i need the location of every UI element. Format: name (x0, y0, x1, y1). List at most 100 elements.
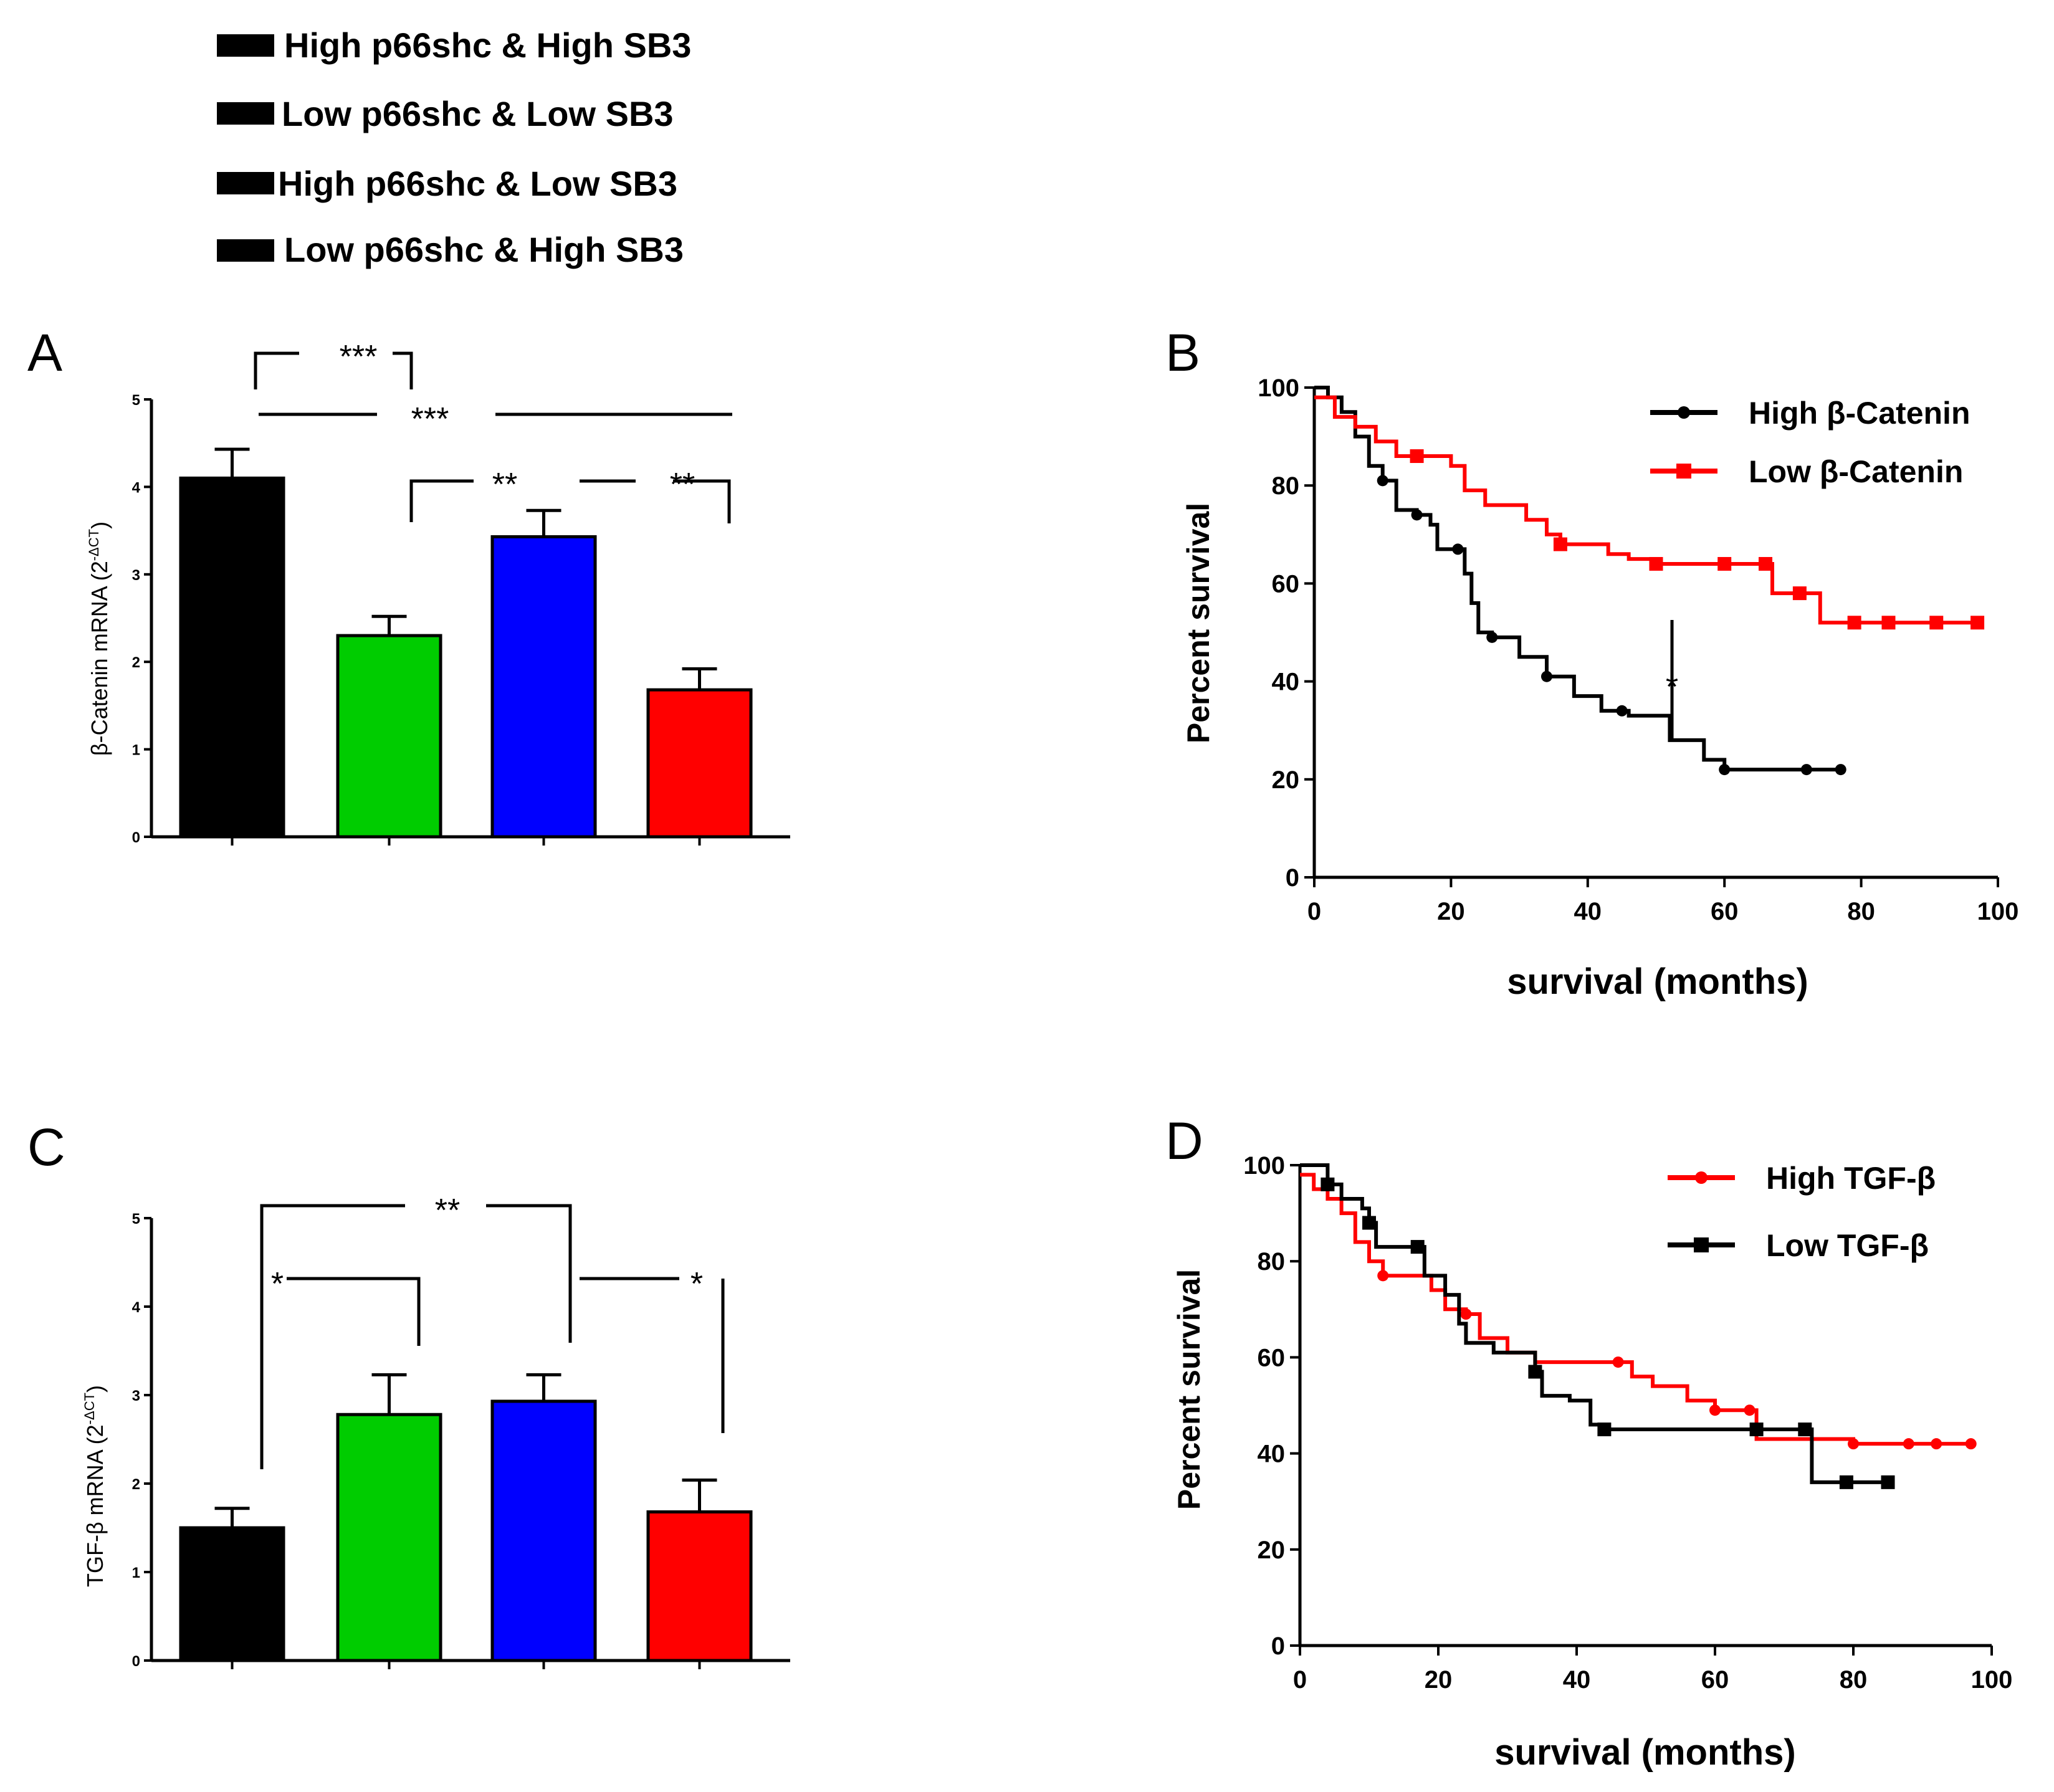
legend-marker (1676, 464, 1691, 479)
panel-letter-d: D (1165, 1112, 1203, 1170)
bar (490, 1399, 597, 1662)
censor-marker (1410, 1240, 1425, 1254)
significance-label: ** (492, 467, 517, 503)
censor-marker (1528, 1365, 1542, 1379)
y-tick-label: 2 (132, 654, 140, 671)
x-tick-label: 100 (1977, 898, 2019, 925)
legend-label-3: Low p66shc & High SB3 (284, 230, 684, 269)
censor-marker (1709, 1404, 1721, 1416)
censor-marker (1903, 1438, 1914, 1450)
y-tick-label: 2 (132, 1476, 140, 1493)
significance-label: ** (670, 467, 695, 503)
y-tick-label: 1 (132, 742, 140, 759)
panel-a-significance (254, 351, 732, 523)
x-tick-label: 0 (1293, 1666, 1307, 1694)
censor-marker (1649, 556, 1663, 571)
legend-swatch-2 (217, 172, 274, 194)
y-tick-label: 5 (132, 392, 140, 409)
significance-label: *** (340, 339, 378, 375)
y-tick-label: 4 (132, 1299, 141, 1316)
y-tick-label: 80 (1272, 472, 1300, 500)
censor-marker (1460, 1308, 1472, 1320)
censor-marker (1717, 556, 1732, 571)
censor-marker (1798, 1423, 1812, 1437)
x-tick-label: 80 (1847, 898, 1875, 925)
y-tick-label: 0 (1271, 1632, 1285, 1660)
panel-letter-a: A (27, 323, 62, 382)
panel-c-ylabel: TGF-β mRNA (2-ΔCT) (82, 1385, 108, 1587)
y-tick-label: 4 (132, 479, 141, 496)
bar (646, 1510, 753, 1662)
censor-marker (1848, 1438, 1859, 1450)
censor-marker (1540, 670, 1552, 682)
panel-a-bar-chart: β-Catenin mRNA (2-ΔCT) *** *** ** ** 0 1 2… (86, 339, 790, 846)
series-line (1314, 395, 1978, 625)
legend-label: High β-Catenin (1749, 396, 1970, 431)
legend-label-0: High p66shc & High SB3 (284, 26, 691, 65)
censor-marker (1410, 449, 1424, 464)
group-legend: High p66shc & High SB3 Low p66shc & Low … (217, 26, 691, 269)
bar (336, 634, 442, 839)
censor-marker (1847, 616, 1861, 630)
censor-marker (1719, 764, 1731, 776)
censor-marker (1411, 509, 1423, 521)
censor-marker (1965, 1438, 1977, 1450)
x-tick-label: 60 (1711, 898, 1739, 925)
y-tick-label: 40 (1272, 669, 1300, 696)
x-tick-label: 80 (1840, 1666, 1868, 1694)
censor-marker (1929, 616, 1944, 630)
y-tick-label: 0 (132, 829, 140, 846)
censor-marker (1612, 1356, 1624, 1368)
significance-label: * (690, 1266, 703, 1302)
x-tick-label: 100 (1971, 1666, 2013, 1694)
censor-marker (1362, 1216, 1376, 1230)
y-tick-label: 40 (1258, 1441, 1286, 1468)
series-line (1300, 1173, 1971, 1446)
y-tick-label: 20 (1258, 1537, 1286, 1564)
legend-label-1: Low p66shc & Low SB3 (282, 94, 674, 133)
panel-b-xlabel: survival (months) (1507, 961, 1808, 1002)
legend-marker (1694, 1237, 1709, 1252)
panel-d-survival-chart: survival (months) Percent survival 0 20 40… (1172, 1152, 2012, 1773)
y-tick-label: 0 (1286, 864, 1299, 892)
panel-d-ylabel: Percent survival (1172, 1269, 1206, 1510)
x-tick-label: 20 (1437, 898, 1465, 925)
legend-swatch-1 (217, 102, 274, 125)
legend-swatch-3 (217, 239, 274, 262)
legend-marker (1695, 1171, 1708, 1184)
x-tick-label: 0 (1307, 898, 1321, 925)
panel-c-significance (260, 1204, 725, 1469)
legend-label-2: High p66shc & Low SB3 (278, 164, 677, 203)
y-tick-label: 60 (1272, 570, 1300, 598)
censor-marker (1377, 1270, 1389, 1282)
series-line (1314, 386, 1841, 772)
censor-marker (1377, 475, 1388, 487)
significance-label: * (1666, 669, 1678, 705)
censor-marker (1486, 631, 1498, 643)
y-tick-label: 80 (1258, 1248, 1286, 1275)
x-tick-label: 20 (1425, 1666, 1453, 1694)
panel-letter-b: B (1165, 323, 1200, 382)
censor-marker (1749, 1423, 1764, 1437)
y-tick-label: 5 (132, 1211, 140, 1227)
legend-label: Low TGF-β (1766, 1228, 1929, 1263)
bar (179, 1526, 285, 1662)
censor-marker (1931, 1438, 1942, 1450)
legend-swatch-0 (217, 34, 274, 57)
censor-marker (1759, 556, 1773, 571)
y-tick-label: 60 (1258, 1344, 1286, 1371)
censor-marker (1881, 616, 1896, 630)
panel-c-bar-chart: TGF-β mRNA (2-ΔCT) ** * * 0 1 2 3 4 5 (82, 1193, 790, 1670)
x-tick-label: 40 (1563, 1666, 1591, 1694)
series-line (1300, 1163, 1888, 1484)
y-tick-label: 3 (132, 567, 140, 584)
legend-marker (1678, 406, 1690, 419)
panel-d-xlabel: survival (months) (1494, 1732, 1795, 1773)
censor-marker (1553, 537, 1567, 551)
significance-label: ** (435, 1193, 460, 1229)
y-tick-label: 0 (132, 1653, 140, 1670)
censor-marker (1970, 616, 1985, 630)
censor-marker (1835, 764, 1846, 776)
bar (336, 1413, 442, 1662)
